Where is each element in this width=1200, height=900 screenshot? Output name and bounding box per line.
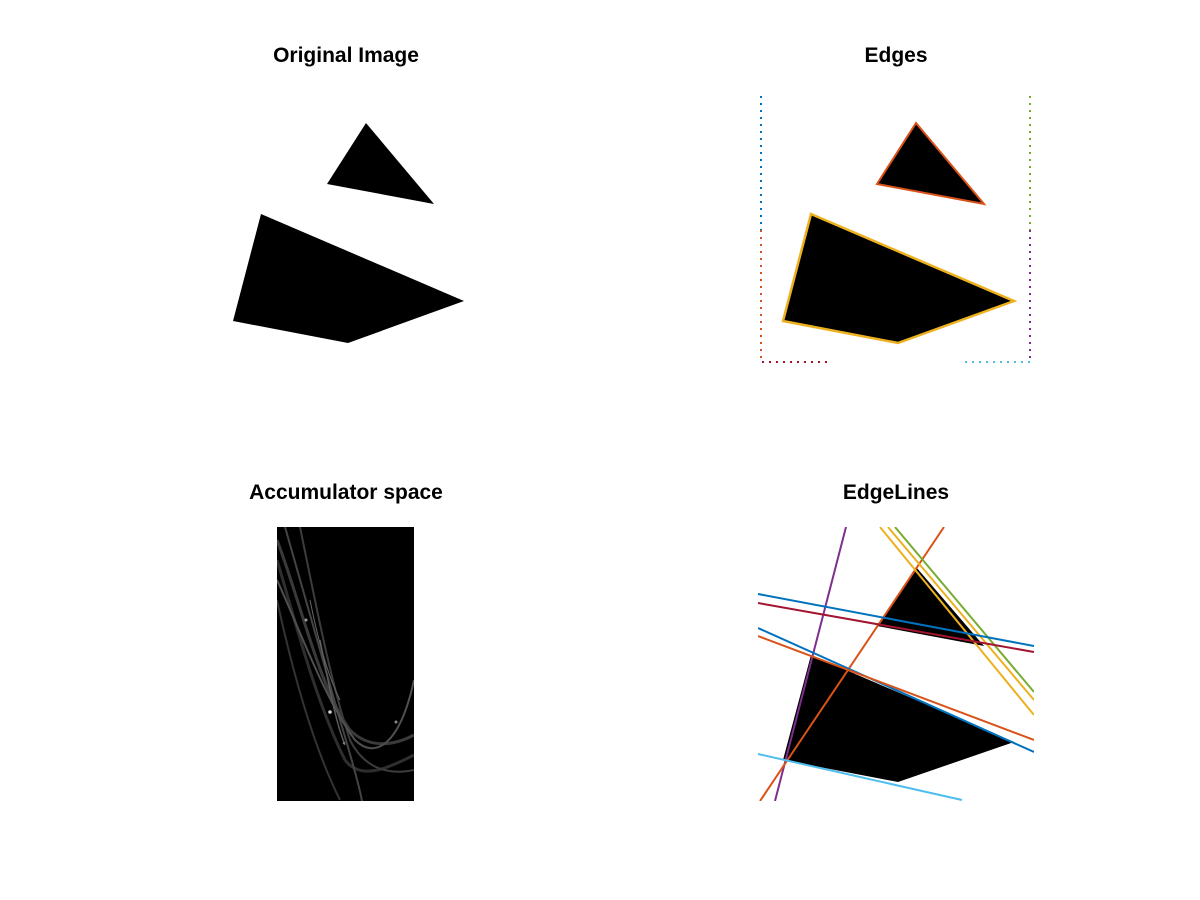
line-orange-diag [759,527,945,801]
original-image-panel [233,123,464,343]
title-edges: Edges [864,44,928,67]
edges-triangle-outline [875,121,987,206]
edgelines-panel [758,527,1034,801]
edges-quad-fill [783,214,1014,343]
title-edgelines: EdgeLines [842,481,950,504]
line-yellow-1 [879,527,1034,716]
line-green [894,527,1034,693]
original-quadrilateral [233,214,464,343]
title-original-image: Original Image [273,44,419,67]
line-purple [774,527,847,801]
edges-quad-outline [781,212,1018,345]
edgelines-quad [783,655,1014,782]
line-blue-mid [758,627,1034,753]
line-cyan-bottom [758,753,963,801]
line-yellow-2 [887,527,1034,701]
line-maroon [758,602,1034,653]
edges-triangle-fill [877,123,984,204]
line-blue-top [758,593,1034,647]
detected-lines [758,527,1034,801]
accumulator-image [277,527,414,801]
accumulator-panel [277,527,414,801]
accumulator-curves [277,527,414,801]
line-orange-mid [758,635,1034,741]
edges-panel [760,96,1031,363]
title-accumulator-space: Accumulator space [249,481,443,504]
original-triangle [327,123,434,204]
